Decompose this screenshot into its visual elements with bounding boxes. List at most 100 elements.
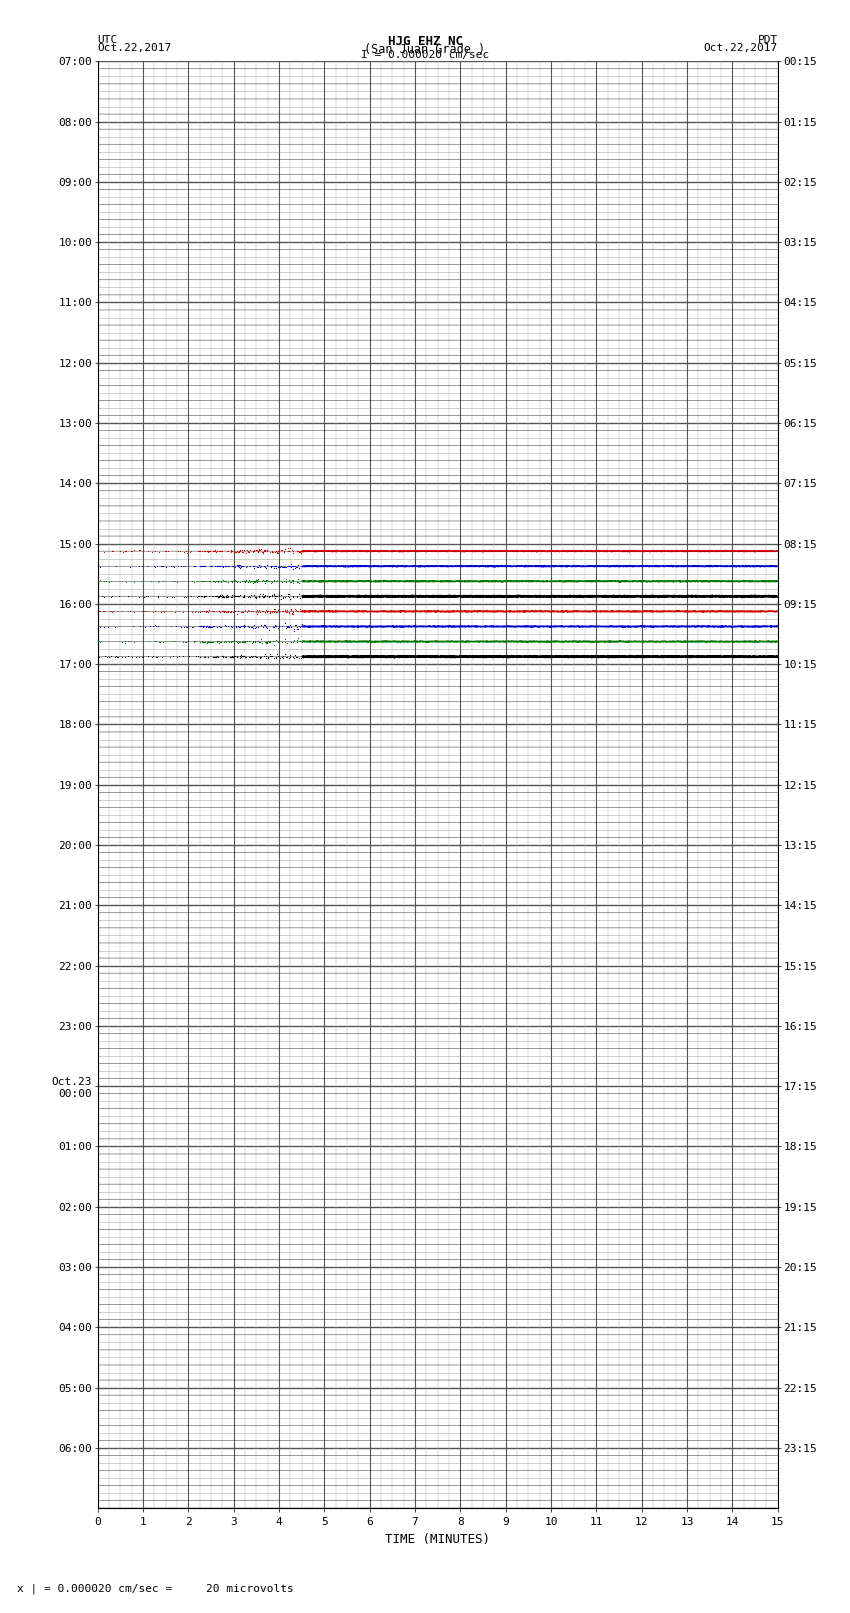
Point [173, 644, 186, 669]
Point [229, 553, 242, 579]
Point [291, 537, 304, 563]
Point [228, 597, 241, 623]
Point [235, 644, 249, 669]
Point [214, 629, 228, 655]
Point [178, 584, 191, 610]
Point [227, 539, 241, 565]
Point [254, 644, 268, 669]
Point [268, 613, 281, 639]
Point [275, 644, 289, 669]
Point [220, 539, 234, 565]
Point [213, 615, 227, 640]
Point [105, 584, 119, 610]
Point [187, 553, 201, 579]
Point [200, 598, 213, 624]
Point [275, 568, 288, 594]
Point [280, 598, 293, 624]
Point [270, 629, 284, 655]
Point [291, 598, 304, 624]
Point [132, 644, 145, 669]
Point [233, 644, 246, 669]
Point [127, 537, 140, 563]
Point [232, 553, 246, 579]
Text: PDT: PDT [757, 35, 778, 45]
Point [196, 629, 209, 655]
Point [201, 598, 214, 624]
Point [246, 553, 259, 579]
Point [149, 539, 162, 565]
Point [141, 584, 155, 610]
Point [206, 644, 219, 669]
Point [210, 644, 224, 669]
Point [235, 629, 249, 655]
Point [241, 584, 255, 610]
Point [287, 618, 301, 644]
Point [124, 539, 138, 565]
Point [275, 553, 288, 579]
Point [224, 627, 237, 653]
Point [218, 584, 231, 610]
Point [270, 540, 284, 566]
Point [224, 598, 238, 624]
Point [292, 581, 306, 606]
Point [247, 555, 261, 581]
Point [235, 539, 249, 565]
Point [281, 536, 295, 561]
Point [93, 629, 106, 655]
Point [258, 600, 272, 626]
Point [119, 569, 133, 595]
Point [252, 597, 266, 623]
Point [230, 537, 243, 563]
Point [248, 615, 262, 640]
Point [258, 555, 271, 581]
Point [252, 566, 265, 592]
Point [242, 568, 256, 594]
Point [122, 627, 135, 653]
Point [211, 553, 224, 579]
Point [225, 553, 239, 579]
Point [105, 644, 118, 669]
Point [201, 539, 215, 565]
Point [179, 629, 193, 655]
Point [176, 644, 190, 669]
Point [166, 644, 179, 669]
Point [234, 642, 247, 668]
Point [207, 613, 220, 639]
Point [149, 629, 162, 655]
Point [282, 581, 296, 606]
Point [255, 598, 269, 624]
Point [277, 553, 291, 579]
Point [269, 584, 282, 610]
Point [256, 568, 269, 594]
Point [266, 539, 280, 565]
Point [264, 553, 278, 579]
Point [195, 584, 208, 610]
Point [235, 539, 249, 565]
Point [249, 598, 263, 624]
Point [111, 644, 125, 669]
Point [192, 539, 206, 565]
Point [265, 582, 279, 608]
Point [267, 597, 280, 623]
Point [295, 584, 309, 610]
Point [183, 539, 196, 565]
Point [236, 584, 250, 610]
Point [133, 537, 147, 563]
Point [224, 644, 238, 669]
Point [211, 553, 224, 579]
Point [94, 568, 107, 594]
Point [191, 598, 205, 624]
Point [246, 644, 259, 669]
Point [207, 613, 220, 639]
Point [215, 584, 229, 610]
Point [196, 613, 209, 639]
Point [219, 584, 233, 610]
Point [259, 597, 273, 623]
Point [224, 539, 238, 565]
Point [193, 613, 207, 639]
Point [259, 631, 273, 656]
Point [269, 600, 282, 626]
Point [268, 613, 281, 639]
Point [239, 568, 252, 594]
Point [292, 645, 306, 671]
